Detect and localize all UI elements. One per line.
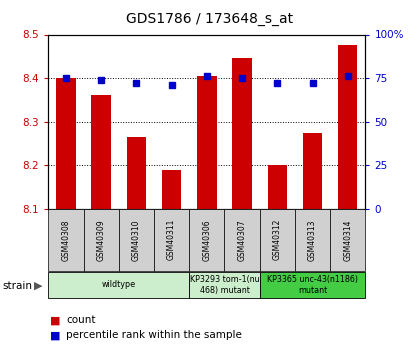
Text: GSM40307: GSM40307	[238, 219, 247, 260]
Bar	[154, 209, 189, 271]
Bar	[48, 209, 84, 271]
Text: ▶: ▶	[34, 281, 43, 290]
Bar	[303, 132, 322, 209]
Text: KP3365 unc-43(n1186)
mutant: KP3365 unc-43(n1186) mutant	[267, 275, 358, 295]
Text: strain: strain	[2, 281, 32, 290]
Bar	[260, 209, 295, 271]
Text: GSM40308: GSM40308	[61, 219, 71, 260]
Bar	[197, 76, 217, 209]
Bar	[268, 165, 287, 209]
Bar	[127, 137, 146, 209]
Text: count: count	[66, 315, 96, 325]
Bar	[232, 58, 252, 209]
Text: GSM40311: GSM40311	[167, 219, 176, 260]
Bar	[330, 209, 365, 271]
Text: ■: ■	[50, 331, 61, 340]
Bar	[295, 209, 330, 271]
Text: ■: ■	[50, 315, 61, 325]
Bar	[56, 78, 76, 209]
Bar	[338, 46, 357, 209]
Bar	[48, 272, 189, 298]
Text: GSM40309: GSM40309	[97, 219, 106, 260]
Bar	[224, 209, 260, 271]
Bar	[260, 272, 365, 298]
Bar	[92, 96, 111, 209]
Text: GDS1786 / 173648_s_at: GDS1786 / 173648_s_at	[126, 12, 294, 26]
Text: GSM40306: GSM40306	[202, 219, 211, 260]
Bar	[162, 169, 181, 209]
Text: wildtype: wildtype	[102, 280, 136, 289]
Text: KP3293 tom-1(nu
468) mutant: KP3293 tom-1(nu 468) mutant	[190, 275, 259, 295]
Bar	[84, 209, 119, 271]
Bar	[189, 209, 224, 271]
Bar	[189, 272, 260, 298]
Text: GSM40310: GSM40310	[132, 219, 141, 260]
Text: percentile rank within the sample: percentile rank within the sample	[66, 331, 242, 340]
Bar	[119, 209, 154, 271]
Text: GSM40313: GSM40313	[308, 219, 317, 260]
Text: GSM40312: GSM40312	[273, 219, 282, 260]
Text: GSM40314: GSM40314	[343, 219, 352, 260]
